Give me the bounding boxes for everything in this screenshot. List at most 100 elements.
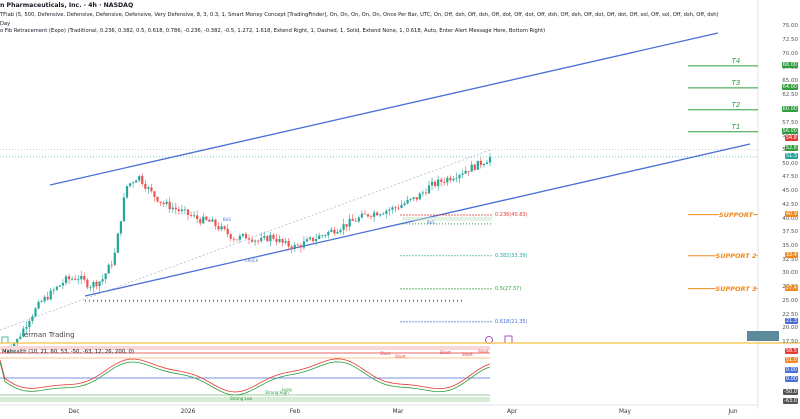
candle-body [132, 182, 135, 184]
candle-body [409, 198, 412, 200]
candle-body [485, 162, 489, 165]
candle-body [74, 278, 77, 280]
candle-body [299, 245, 302, 248]
candle-body [223, 226, 226, 229]
fib-label: 0.236(40.83) [495, 211, 528, 218]
candle-body [482, 164, 485, 166]
smc-label: BoS [223, 217, 231, 222]
candle-body [113, 252, 116, 265]
smc-label: ChoCh [245, 258, 259, 263]
time-axis-label: 2026 [180, 409, 196, 415]
candle-body [284, 241, 287, 243]
candle-body [452, 178, 455, 181]
candle-body [394, 207, 397, 209]
time-axis-label: Dec [68, 409, 80, 415]
candle-body [272, 234, 275, 239]
candle-body [269, 234, 272, 242]
support-label: SUPPORT 2 [715, 251, 757, 260]
price-axis-tick: 50.00 [782, 160, 798, 167]
time-axis-label: May [619, 409, 631, 415]
candle-body [342, 224, 345, 230]
candle-body [180, 209, 184, 212]
candle-body [479, 160, 482, 166]
candle-body [86, 279, 89, 288]
osc-lower-band [0, 397, 490, 402]
price-axis-tick: 45.00 [782, 188, 798, 195]
price-axis-tick: 25.00 [782, 297, 798, 304]
candle-body [440, 179, 443, 182]
smc-label: Short [462, 352, 473, 357]
candle-body [153, 191, 156, 197]
osc-tag: -63.0 [783, 398, 798, 404]
target-label: T3 [731, 78, 741, 87]
candle-body [366, 214, 370, 217]
candle-body [104, 273, 107, 280]
smc-label: Long [282, 387, 292, 392]
price-axis-tick: 17.50 [782, 339, 798, 345]
earnings-marker [504, 335, 513, 344]
candle-body [226, 228, 229, 235]
smc-label: Short [440, 350, 451, 355]
price-axis-tick: 70.00 [782, 50, 798, 57]
indicator-day-label[interactable]: Day [0, 21, 11, 27]
price-tag: 60.00 [781, 105, 798, 112]
fib-label: 0.618(21.35) [495, 318, 528, 325]
candle-body [266, 235, 269, 242]
oscillator-label[interactable]: Mahealth (10, 21, 60, 53, -50, -63, 12, … [2, 349, 134, 355]
candle-body [351, 218, 354, 221]
candle-body [61, 282, 65, 286]
candle-body [202, 216, 205, 224]
candle-body [43, 296, 46, 302]
candle-body [159, 201, 162, 203]
price-axis-tick: 32.50 [782, 256, 798, 263]
oscillator-green-line [0, 361, 491, 396]
candle-body [311, 237, 315, 242]
candle-body [308, 237, 312, 240]
candle-body [98, 281, 101, 287]
candle-body [488, 157, 492, 163]
candle-body [400, 205, 403, 208]
osc-tag: 58.5 [784, 348, 798, 354]
candle-body [162, 202, 165, 204]
candle-body [189, 215, 193, 216]
candle-body [354, 220, 357, 222]
oscillator-red-line [0, 358, 491, 393]
candle-body [293, 244, 296, 249]
candle-body [412, 197, 415, 199]
price-axis-tick: 42.50 [782, 201, 798, 208]
candle-body [174, 207, 177, 210]
time-axis-label: Mar [392, 409, 404, 415]
price-axis-tick: 65.00 [782, 78, 798, 85]
candle-body [183, 209, 187, 211]
candle-body [89, 287, 92, 289]
price-axis-tick: 37.50 [782, 229, 798, 236]
candle-body [110, 264, 113, 266]
candle-body [217, 226, 220, 230]
candle-body [415, 197, 418, 200]
candle-body [458, 174, 461, 179]
indicator-fib-label[interactable]: o Fib Retracement (Expo) (Traditional, 0… [0, 28, 546, 34]
candle-body [357, 217, 360, 222]
candle-body [333, 229, 336, 234]
candle-body [336, 232, 339, 234]
candle-body [46, 296, 49, 300]
candle-body [16, 338, 19, 344]
symbol-title[interactable]: n Pharmaceuticals, Inc. · 4h · NASDAQ [0, 2, 134, 9]
candle-body [290, 246, 293, 249]
indicator-smc-label[interactable]: TFlab (5, 500, Defensive, Defensive, Def… [0, 12, 719, 18]
candle-body [165, 201, 168, 204]
price-tag: 21.3 [784, 318, 798, 325]
smc-label: Short [395, 354, 406, 359]
price-axis-tick: 57.50 [782, 119, 798, 126]
osc-upper-band [0, 346, 490, 350]
candle-body [327, 231, 330, 236]
candle-body [324, 235, 327, 236]
support-label: SUPPORT [718, 210, 754, 219]
candle-body [254, 240, 257, 242]
price-tag: 56.00 [781, 127, 798, 134]
target-label: T2 [731, 100, 741, 109]
candle-body [397, 207, 400, 209]
candle-body [372, 212, 376, 217]
candle-body [128, 183, 132, 186]
candle-body [315, 239, 318, 242]
